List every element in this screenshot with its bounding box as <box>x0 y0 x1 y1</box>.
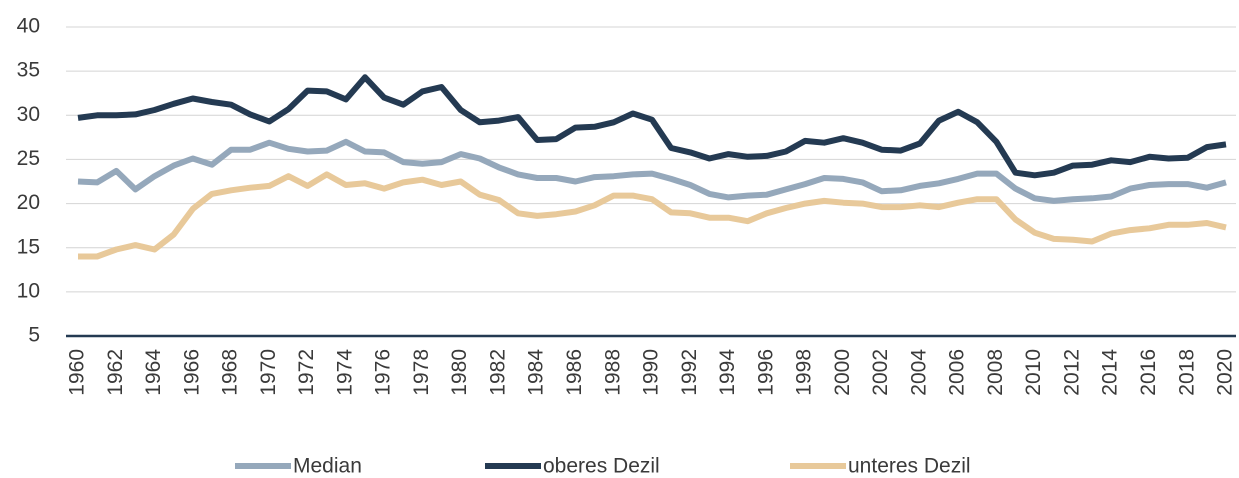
x-tick-label: 2002 <box>869 349 892 396</box>
x-tick-label: 1984 <box>525 349 548 396</box>
x-tick-label: 2008 <box>984 349 1007 396</box>
x-tick-label: 1960 <box>66 349 89 396</box>
x-tick-label: 2000 <box>831 349 854 396</box>
x-tick-label: 1974 <box>333 349 356 396</box>
series-line <box>77 138 1227 204</box>
x-tick-label: 1966 <box>180 349 203 396</box>
x-tick-label: 1978 <box>410 349 433 396</box>
x-tick-label: 1988 <box>601 349 624 396</box>
x-tick-label: 2020 <box>1214 349 1237 396</box>
x-tick-label: 1962 <box>104 349 127 396</box>
x-tick-label: 2006 <box>946 349 969 396</box>
x-tick-label: 1964 <box>142 349 165 396</box>
y-tick-label: 5 <box>28 324 40 347</box>
x-tick-label: 1994 <box>716 349 739 396</box>
legend-label: unteres Dezil <box>848 455 971 478</box>
x-tick-label: 2012 <box>1060 349 1083 396</box>
y-tick-label: 40 <box>17 15 40 38</box>
x-tick-label: 1998 <box>793 349 816 396</box>
y-tick-label: 30 <box>17 103 40 126</box>
y-tick-label: 25 <box>17 147 40 170</box>
x-tick-label: 2014 <box>1099 349 1122 396</box>
legend-label: oberes Dezil <box>543 455 660 478</box>
y-tick-label: 15 <box>17 235 40 258</box>
y-tick-label: 35 <box>17 59 40 82</box>
x-tick-label: 2004 <box>907 349 930 396</box>
x-tick-label: 1992 <box>678 349 701 396</box>
x-tick-label: 1980 <box>448 349 471 396</box>
x-tick-label: 1976 <box>372 349 395 396</box>
x-tick-label: 1982 <box>486 349 509 396</box>
y-tick-label: 10 <box>17 279 40 302</box>
x-tick-label: 1970 <box>257 349 280 396</box>
x-tick-label: 1968 <box>219 349 242 396</box>
x-tick-label: 2016 <box>1137 349 1160 396</box>
x-tick-label: 2018 <box>1175 349 1198 396</box>
x-tick-label: 1990 <box>640 349 663 396</box>
x-tick-label: 1996 <box>754 349 777 396</box>
series-line <box>77 74 1227 179</box>
x-tick-label: 1986 <box>563 349 586 396</box>
y-tick-label: 20 <box>17 191 40 214</box>
x-tick-label: 1972 <box>295 349 318 396</box>
x-tick-label: 2010 <box>1022 349 1045 396</box>
legend-label: Median <box>293 455 362 478</box>
series-line <box>78 171 1227 260</box>
